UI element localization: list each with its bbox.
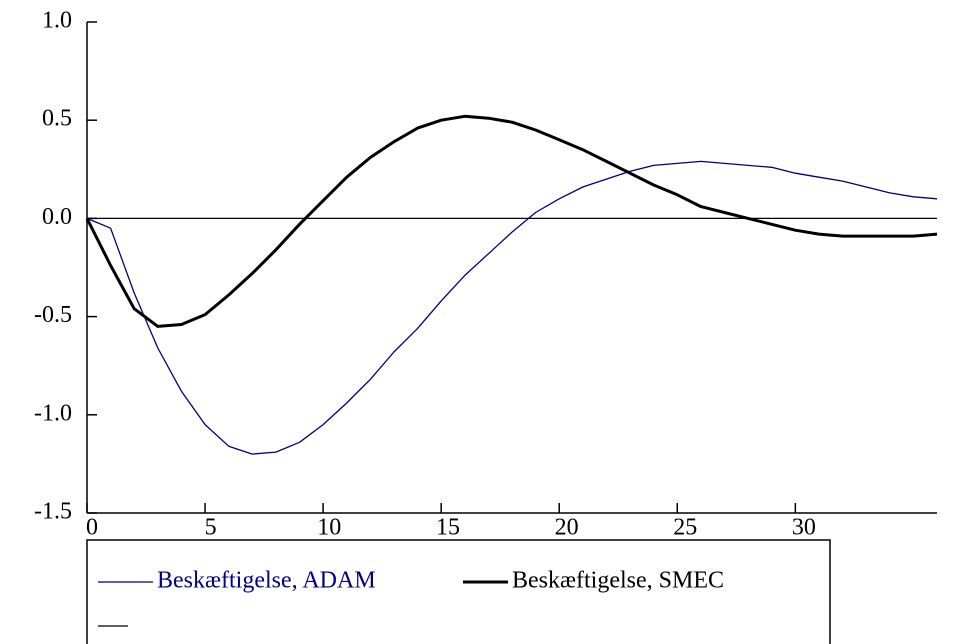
y-tick-label: -1.5 <box>34 499 72 525</box>
legend-label: Beskæftigelse, SMEC <box>512 568 724 594</box>
y-tick-label: -0.5 <box>34 302 72 328</box>
y-tick-label: 0.0 <box>42 204 72 230</box>
y-tick-label: 0.5 <box>42 106 72 132</box>
y-tick-label: -1.0 <box>34 400 72 426</box>
y-tick-label: 1.0 <box>42 8 72 34</box>
x-tick-label: 20 <box>555 515 579 541</box>
x-tick-label: 25 <box>673 515 697 541</box>
line-series <box>85 114 938 328</box>
x-tick-label: 30 <box>792 515 816 541</box>
x-tick-label: 15 <box>436 515 460 541</box>
x-tick-label: 10 <box>317 515 341 541</box>
legend-label: Beskæftigelse, ADAM <box>157 568 376 594</box>
x-tick-label: 5 <box>205 515 217 541</box>
legend-box <box>86 539 831 644</box>
x-tick-label: 0 <box>86 515 98 541</box>
line-series <box>86 160 938 455</box>
